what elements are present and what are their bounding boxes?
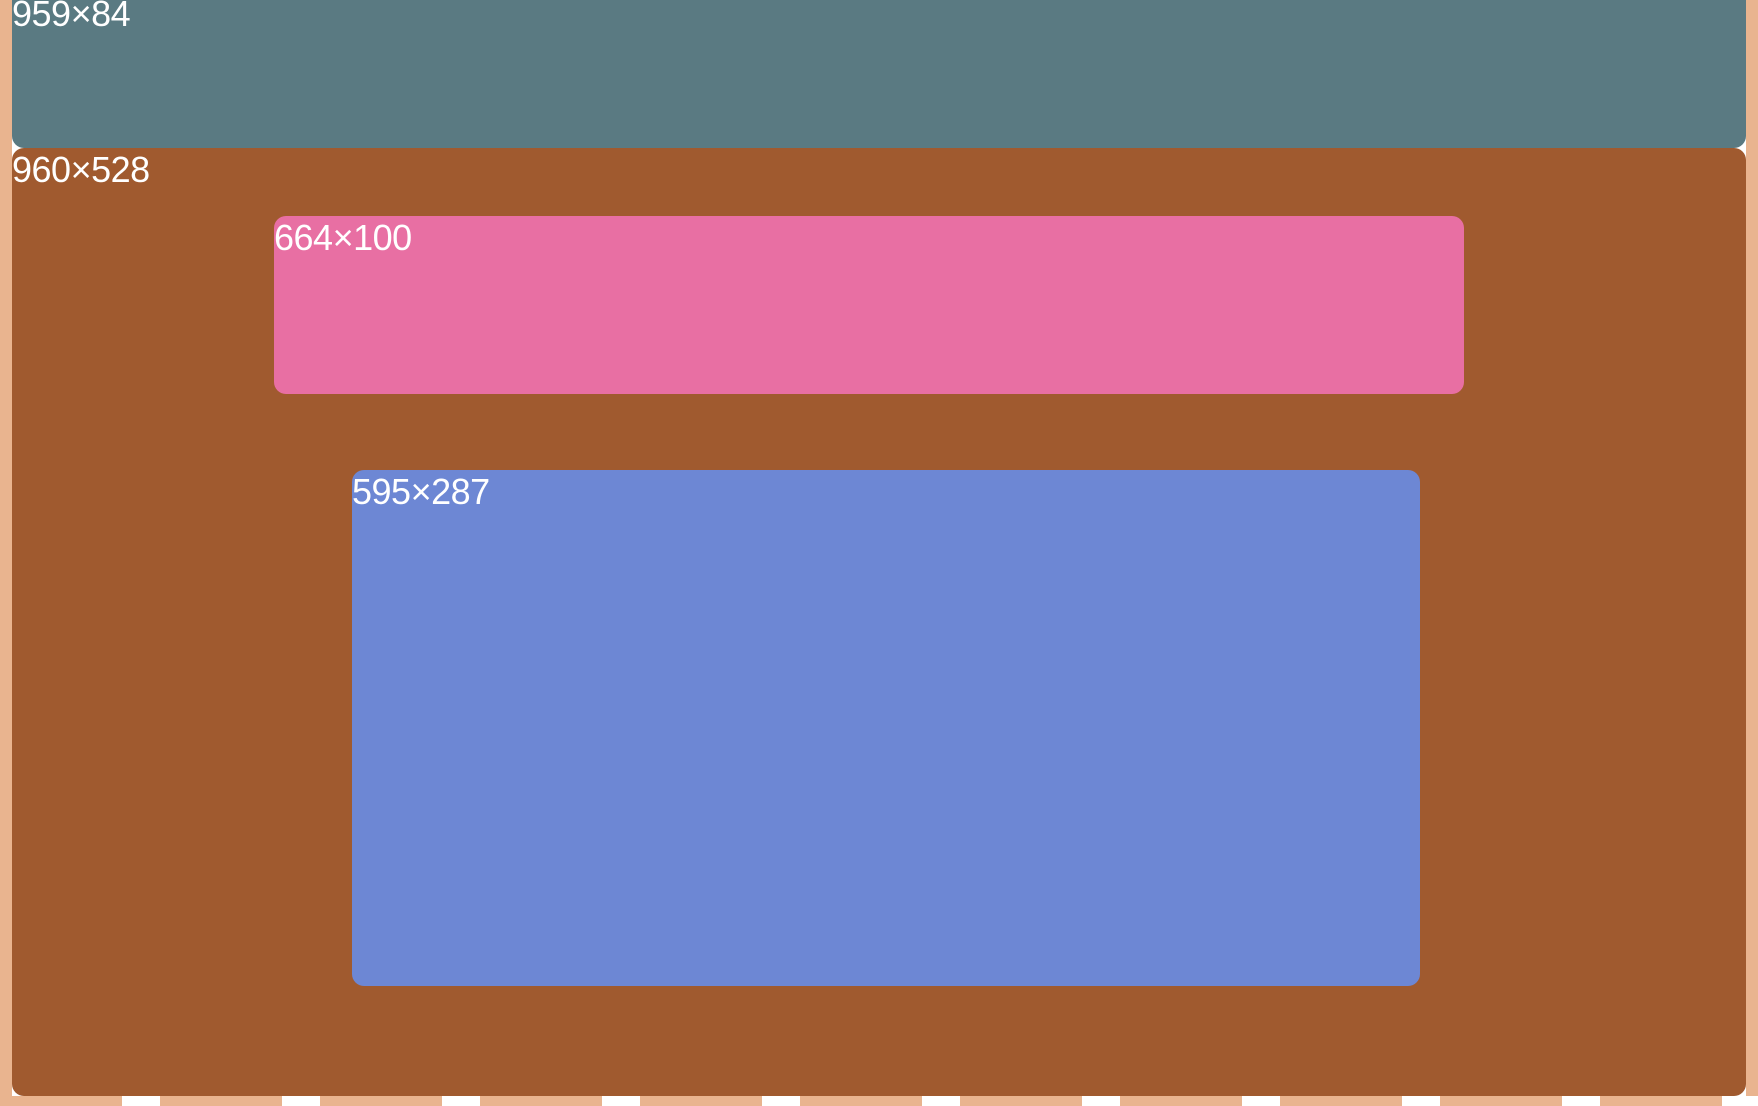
banner-block-label: 664×100 — [274, 217, 412, 258]
content-block-label: 595×287 — [352, 471, 490, 512]
header-block: 959×84 — [12, 0, 1746, 148]
banner-block: 664×100 — [274, 216, 1464, 394]
main-block-label: 960×528 — [12, 149, 150, 190]
right-edge-strip — [1746, 0, 1758, 1106]
main-block: 960×528 664×100 595×287 — [12, 148, 1746, 1096]
header-block-label: 959×84 — [12, 0, 131, 34]
left-edge-strip — [0, 0, 12, 1106]
content-block: 595×287 — [352, 470, 1420, 986]
bottom-stripe-pattern — [0, 1096, 1758, 1106]
